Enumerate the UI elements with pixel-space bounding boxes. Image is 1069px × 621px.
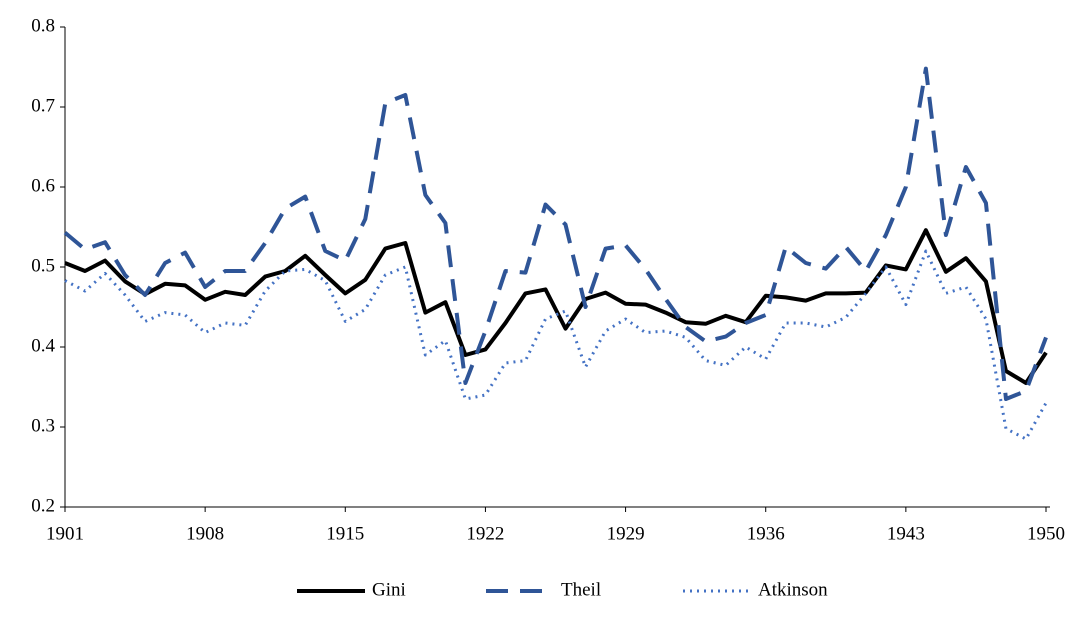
- x-tick-label: 1901: [46, 523, 84, 544]
- series-line: [63, 66, 1048, 401]
- legend-label: Atkinson: [758, 579, 828, 600]
- x-tick-label: 1908: [186, 523, 224, 544]
- legend-label: Gini: [372, 579, 406, 600]
- y-tick-label: 0.7: [31, 95, 55, 116]
- y-tick-label: 0.5: [31, 255, 55, 276]
- series-line: [64, 228, 1048, 385]
- x-tick-label: 1929: [607, 523, 645, 544]
- x-tick-label: 1922: [466, 523, 504, 544]
- x-tick-label: 1943: [887, 523, 925, 544]
- y-tick-label: 0.4: [31, 335, 55, 356]
- x-tick-label: 1950: [1027, 523, 1065, 544]
- x-tick-label: 1936: [747, 523, 785, 544]
- y-tick-label: 0.3: [31, 415, 55, 436]
- y-tick-label: 0.6: [31, 175, 55, 196]
- y-tick-label: 0.8: [31, 15, 55, 36]
- series-line: [64, 249, 1048, 441]
- legend-label: Theil: [561, 579, 601, 600]
- x-tick-label: 1915: [326, 523, 364, 544]
- y-tick-label: 0.2: [31, 495, 55, 516]
